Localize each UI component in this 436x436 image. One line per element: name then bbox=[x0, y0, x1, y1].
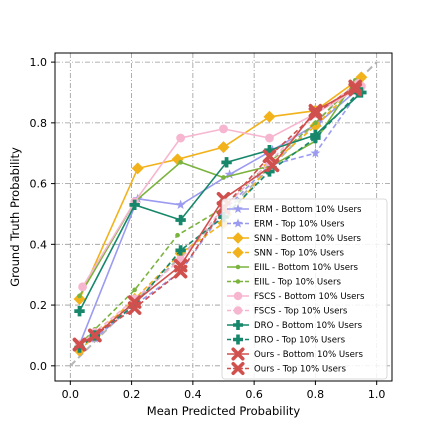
x-tick-label: 1.0 bbox=[368, 388, 386, 401]
legend-marker bbox=[232, 232, 244, 244]
legend-label: Ours - Bottom 10% Users bbox=[254, 350, 363, 360]
data-point bbox=[129, 299, 140, 311]
legend-marker bbox=[231, 347, 245, 361]
legend-marker bbox=[232, 246, 244, 259]
legend-label: ERM - Bottom 10% Users bbox=[254, 205, 362, 215]
data-point bbox=[175, 199, 186, 210]
data-point bbox=[178, 159, 183, 165]
y-tick-label: 0.8 bbox=[30, 117, 48, 130]
legend-item: ERM - Top 10% Users bbox=[227, 218, 345, 230]
data-point bbox=[77, 293, 82, 299]
legend-item: EIIL - Bottom 10% Users bbox=[227, 263, 359, 273]
data-point bbox=[263, 110, 276, 123]
data-point bbox=[173, 264, 188, 279]
data-point bbox=[74, 305, 85, 317]
legend-label: DRO - Top 10% Users bbox=[254, 336, 346, 346]
legend-label: ERM - Top 10% Users bbox=[254, 220, 345, 230]
y-tick-label: 1.0 bbox=[30, 56, 48, 69]
data-point bbox=[129, 199, 140, 211]
x-tick-label: 0.2 bbox=[123, 388, 141, 401]
data-point bbox=[175, 245, 186, 256]
data-point bbox=[132, 287, 137, 293]
legend-label: DRO - Bottom 10% Users bbox=[254, 321, 363, 331]
legend-marker bbox=[233, 334, 243, 345]
data-point bbox=[131, 162, 144, 175]
data-point bbox=[175, 214, 186, 226]
y-axis-label: Ground Truth Probability bbox=[8, 147, 22, 287]
data-point bbox=[175, 232, 180, 238]
legend-box bbox=[221, 198, 388, 380]
legend: ERM - Bottom 10% Users ERM - Top 10% User… bbox=[221, 198, 388, 380]
data-point bbox=[88, 328, 102, 343]
data-point bbox=[217, 141, 230, 154]
x-tick-label: 0.0 bbox=[62, 388, 80, 401]
data-point bbox=[265, 133, 274, 143]
legend-item: DRO - Top 10% Users bbox=[227, 334, 346, 346]
legend-marker bbox=[235, 279, 241, 284]
legend-marker bbox=[233, 204, 243, 214]
data-point bbox=[264, 144, 275, 156]
x-axis-label: Mean Predicted Probability bbox=[147, 404, 301, 418]
data-point bbox=[310, 148, 321, 158]
data-point bbox=[348, 79, 363, 94]
data-point bbox=[309, 119, 322, 132]
legend-marker bbox=[233, 218, 243, 228]
data-point bbox=[308, 103, 323, 118]
legend-marker bbox=[233, 306, 243, 315]
data-point bbox=[348, 82, 363, 97]
x-tick-label: 0.8 bbox=[307, 388, 325, 401]
legend-marker bbox=[233, 291, 243, 301]
data-point bbox=[355, 71, 368, 84]
series-line bbox=[79, 82, 359, 346]
data-point bbox=[78, 282, 87, 292]
y-tick-label: 0.4 bbox=[30, 238, 48, 251]
data-point bbox=[72, 337, 87, 352]
legend-label: SNN - Top 10% Users bbox=[254, 249, 345, 259]
legend-label: EIIL - Top 10% Users bbox=[254, 278, 342, 288]
series-line bbox=[78, 82, 356, 346]
data-point bbox=[221, 175, 226, 180]
data-point bbox=[73, 293, 86, 305]
data-point bbox=[127, 301, 142, 315]
legend-label: Ours - Top 10% Users bbox=[254, 365, 346, 375]
data-point bbox=[224, 169, 235, 179]
data-point bbox=[308, 106, 323, 121]
series-line bbox=[79, 92, 359, 349]
legend-item: DRO - Bottom 10% Users bbox=[227, 320, 363, 331]
legend-item: EIIL - Top 10% Users bbox=[227, 278, 342, 288]
legend-item: SNN - Top 10% Users bbox=[227, 246, 345, 259]
data-point bbox=[310, 132, 321, 144]
y-tick-label: 0.2 bbox=[30, 299, 48, 312]
x-tick-label: 0.6 bbox=[245, 388, 263, 401]
legend-marker bbox=[235, 264, 241, 270]
legend-label: FSCS - Top 10% Users bbox=[254, 307, 348, 317]
data-point bbox=[264, 166, 275, 177]
data-point bbox=[262, 149, 277, 164]
data-point bbox=[221, 157, 232, 168]
legend-item: SNN - Bottom 10% Users bbox=[227, 232, 362, 244]
x-tick-label: 0.4 bbox=[184, 388, 202, 401]
legend-item: FSCS - Bottom 10% Users bbox=[227, 291, 365, 302]
axis-ticks: 0.0 0.2 0.4 0.6 0.8 1.0 0.0 0.2 0.4 0.6 0.8 1.0 bbox=[30, 56, 386, 401]
legend-item: ERM - Bottom 10% Users bbox=[227, 204, 362, 215]
legend-label: FSCS - Bottom 10% Users bbox=[254, 292, 365, 302]
data-point bbox=[176, 133, 186, 143]
y-tick-label: 0.6 bbox=[30, 178, 48, 191]
legend-marker bbox=[231, 361, 245, 376]
legend-label: EIIL - Bottom 10% Users bbox=[254, 263, 359, 273]
legend-label: SNN - Bottom 10% Users bbox=[254, 234, 362, 244]
legend-item: Ours - Top 10% Users bbox=[227, 361, 346, 376]
data-point bbox=[74, 342, 85, 353]
legend-item: FSCS - Top 10% Users bbox=[227, 306, 348, 317]
data-point bbox=[219, 124, 228, 134]
data-point bbox=[313, 120, 318, 126]
legend-item: Ours - Bottom 10% Users bbox=[227, 347, 363, 361]
y-tick-label: 0.0 bbox=[30, 360, 48, 373]
legend-marker bbox=[233, 320, 243, 330]
plot-frame bbox=[54, 52, 393, 382]
